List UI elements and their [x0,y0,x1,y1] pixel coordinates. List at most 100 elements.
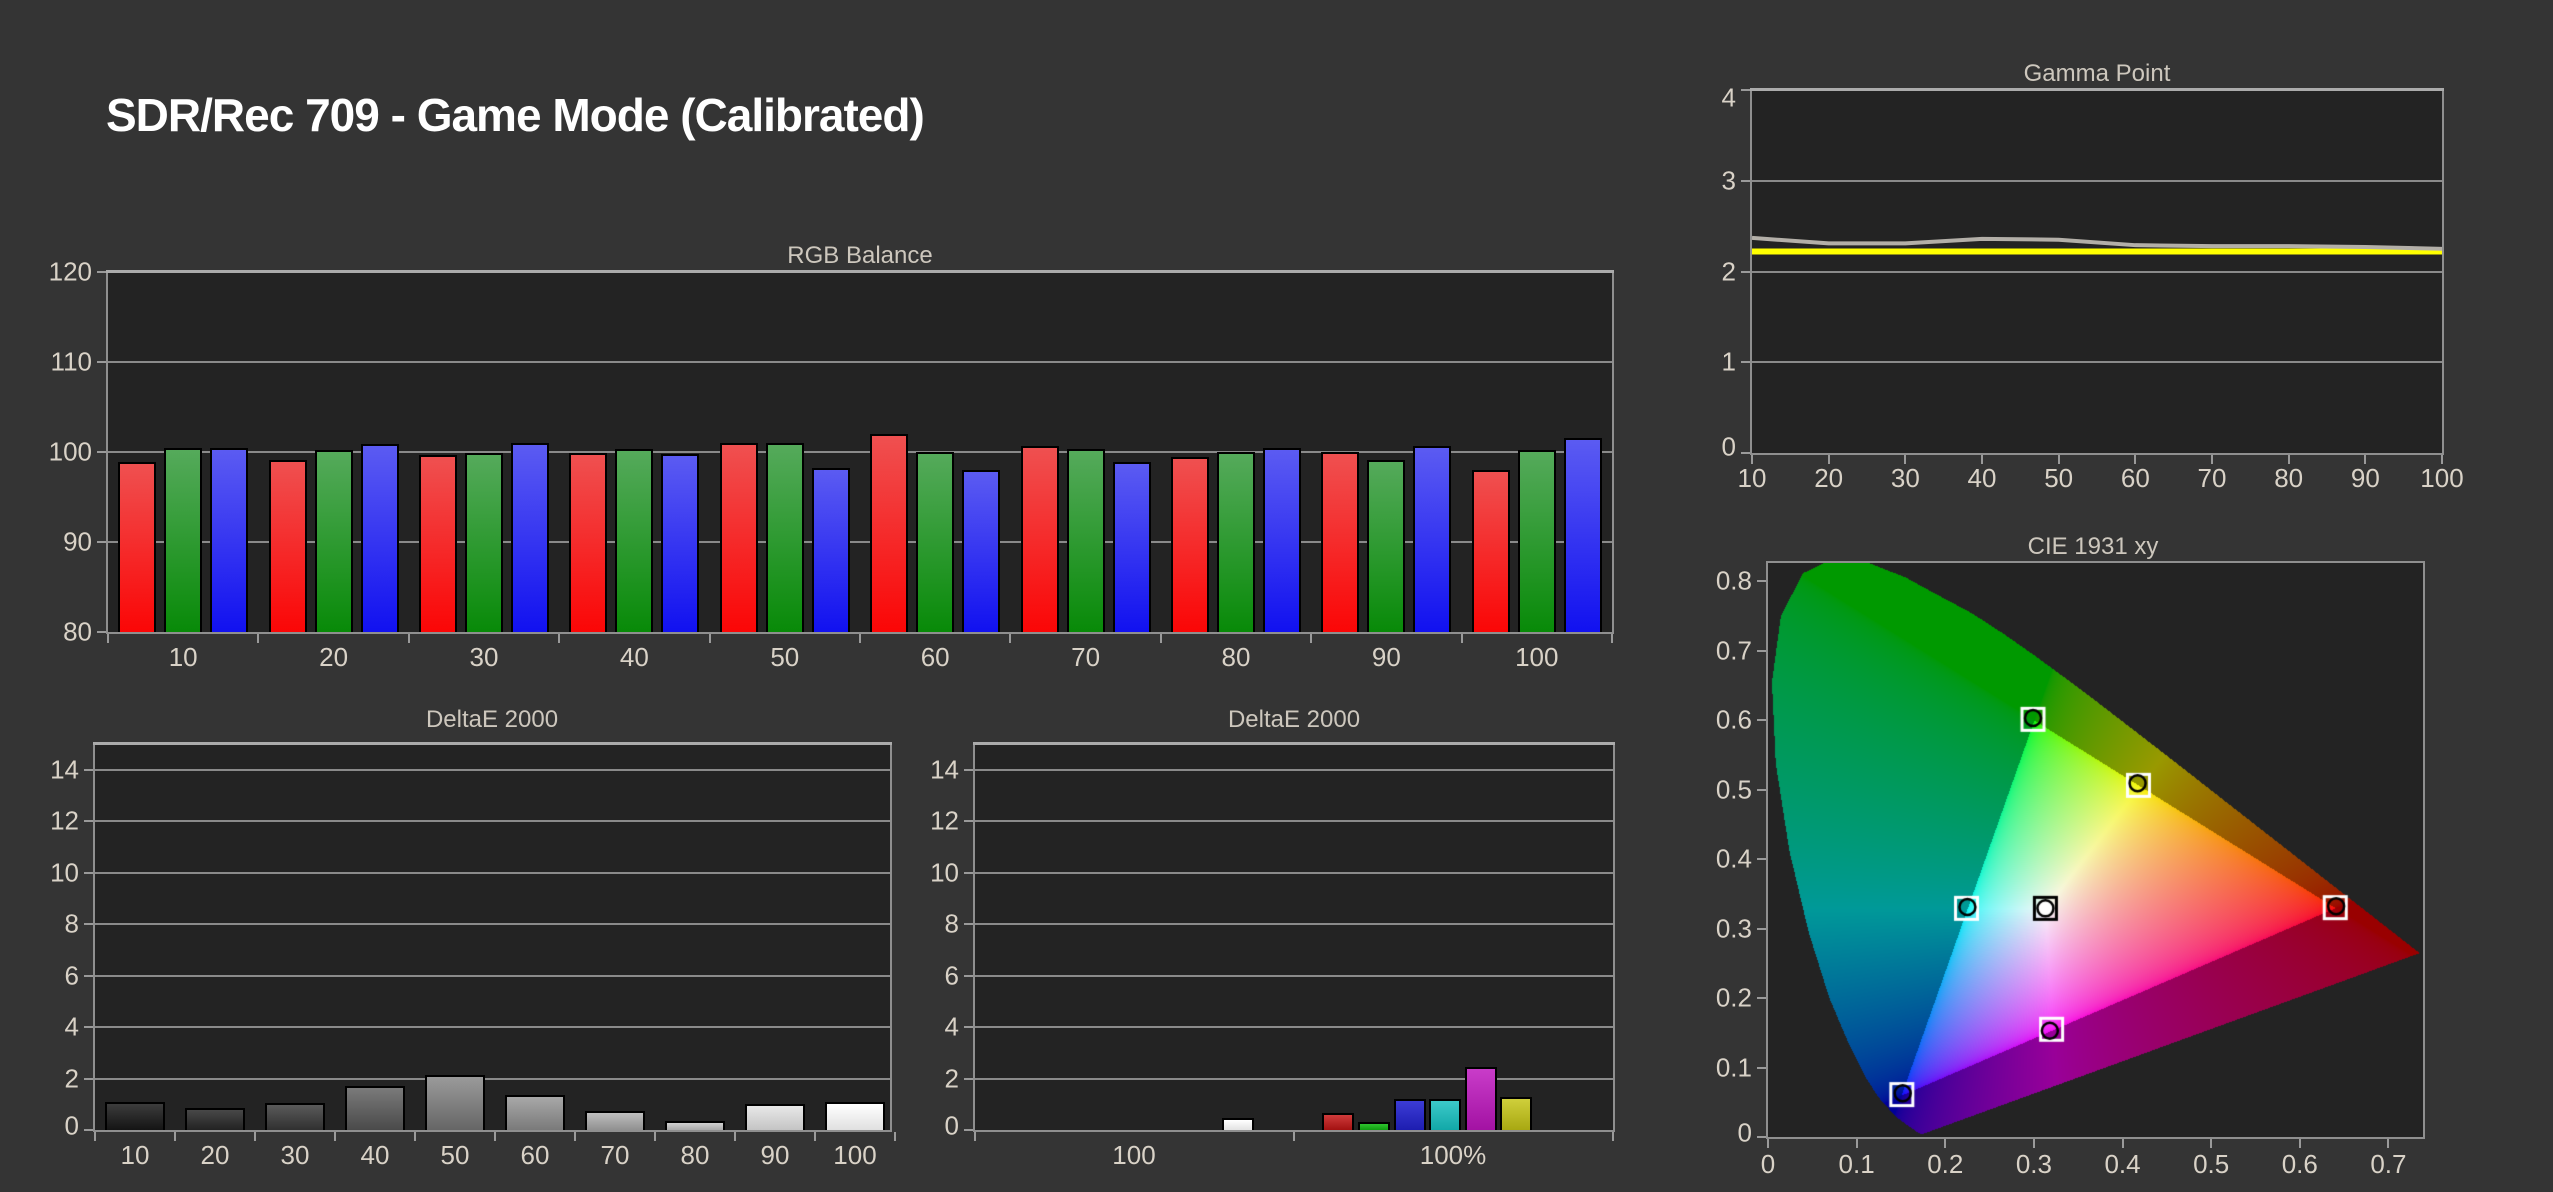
degray-plot-ytick-label-10: 10 [50,857,79,888]
rgb-ytick-label-110: 110 [50,346,92,377]
cie-ytick-0 [1757,1136,1766,1138]
degray-plot-ytick-0 [84,1129,93,1131]
rgb-ytick-label-90: 90 [63,526,92,557]
deltae-gray-xtick-7 [654,1132,656,1141]
rgb-ytick-80 [97,631,106,633]
gamma-xtick-label-50: 50 [2044,463,2074,493]
rgb-bar-blue-60 [962,470,1001,632]
degray-plot-gridline-4 [95,1026,890,1029]
rgb-ytick-110 [97,361,106,363]
rgb-bar-red-70 [1020,445,1059,632]
gamma-ytick-label-1: 1 [1721,346,1736,377]
cie-xtick-0.7 [2387,1139,2390,1148]
rgb-bar-red-30 [419,454,457,632]
decolor-plot-ytick-6 [964,974,973,977]
rgb-balance-plot: 120 110 100 90 80 10 20 30 40 50 60 70 80 90 100 [49,257,1614,672]
deltae-gray-xtick-5 [494,1132,496,1141]
deltae-gray-bar-60 [505,1095,565,1130]
degray-plot-ytick-label-2: 2 [64,1063,79,1094]
cie-ytick-0.7 [1757,649,1766,652]
deltae-color-bar-yellow [1500,1096,1532,1130]
deltae-gray-bar-10 [105,1101,165,1130]
gamma-xtick-80 [2287,455,2290,464]
deltae-gray-bar-40 [345,1086,405,1130]
gamma-xtick-30 [1904,455,1907,464]
gamma-xtick-label-30: 30 [1890,463,1920,493]
degray-plot-gridline-2 [95,1077,890,1080]
deltae-color-xtick-1 [1293,1132,1295,1141]
rgb-bar-green-80 [1217,452,1255,632]
rgb-xtick-label-30: 30 [469,642,499,672]
rgb-bar-red-100 [1471,470,1510,632]
decolor-plot-ytick-label-10: 10 [930,857,959,888]
cie-ytick-label-0.8: 0.8 [1715,565,1752,596]
degray-plot-ytick-label-12: 12 [50,805,79,836]
deltae-gray-bar-80 [665,1121,725,1130]
deltae-gray-xtick-2 [254,1132,256,1141]
gamma-xtick-100 [2441,455,2443,464]
cie-xtick-label-0.2: 0.2 [1927,1149,1964,1179]
deltae-gray-xtick-9 [814,1132,816,1141]
gamma-lines [1751,235,2443,255]
cie-xtick-label-0.1: 0.1 [1838,1149,1875,1179]
gamma-xtick-10 [1751,455,1753,464]
deltae-grayscale-plot: 14 12 10 8 6 4 2 0 10 20 30 40 50 60 70 80 90 100 [50,742,896,1170]
rgb-bar-green-60 [916,452,955,632]
deltae-colors-top-border [973,742,1615,745]
rgb-xtick-label-20: 20 [319,642,349,672]
rgb-bar-blue-50 [811,468,850,632]
decolor-plot-gridline-8 [975,923,1613,926]
deltae-gray-bar-70 [585,1110,645,1130]
deltae-gray-bar-90 [745,1104,805,1130]
deltae-color-group-label-0: 100 [1112,1140,1156,1170]
deltae-gray-xtick-label-60: 60 [520,1140,550,1170]
rgb-gridline-100 [108,451,1612,453]
rgb-xtick-label-70: 70 [1071,642,1101,672]
deltae-gray-xtick-6 [574,1132,576,1141]
decolor-plot-ytick-label-14: 14 [930,754,959,785]
rgb-bar-green-30 [465,452,503,632]
deltae-gray-xtick-label-20: 20 [200,1140,230,1170]
rgb-balance-top-border [106,270,1614,273]
rgb-ytick-label-120: 120 [48,256,92,287]
gamma-xtick-label-90: 90 [2350,463,2380,493]
deltae-color-bar-blue [1394,1099,1426,1130]
degray-plot-ytick-label-8: 8 [64,908,79,939]
decolor-plot-ytick-label-6: 6 [944,960,959,991]
gamma-point-top-border [1750,88,2444,91]
measured-gamma-line [1751,235,2443,251]
rgb-bar-green-100 [1517,450,1556,632]
cie-ytick-0.2 [1757,997,1766,1000]
decolor-plot-ytick-label-12: 12 [930,805,959,836]
deltae-colors-plot: 14 12 10 8 6 4 2 0 100 100% [930,742,1615,1170]
deltae-gray-xtick-4 [414,1132,416,1141]
cie-ytick-label-0.6: 0.6 [1715,704,1752,735]
cie-ytick-label-0.7: 0.7 [1715,635,1752,666]
deltae-gray-xtick-label-90: 90 [760,1140,790,1170]
deltae-colors-title: DeltaE 2000 [1227,706,1361,733]
gamma-ytick-2 [1741,270,1750,273]
gamma-xtick-label-20: 20 [1814,463,1844,493]
decolor-plot-ytick-8 [964,923,973,926]
cie-ytick-0.6 [1757,719,1766,722]
cie-ytick-0.1 [1757,1066,1766,1069]
cie-ytick-label-0.4: 0.4 [1715,843,1752,874]
rgb-xtick-label-50: 50 [770,642,800,672]
rgb-ytick-120 [97,271,106,273]
decolor-plot-ytick-12 [964,820,973,823]
rgb-bar-blue-70 [1112,461,1151,632]
cie-xtick-label-0: 0 [1760,1149,1776,1179]
degray-plot-gridline-10 [95,871,890,874]
cie-xtick-0.2 [1944,1139,1947,1148]
rgb-xtick-2 [407,634,410,643]
deltae-gray-xtick-label-80: 80 [680,1140,710,1170]
rgb-bar-blue-10 [210,447,249,632]
rgb-bar-blue-20 [360,443,399,632]
gamma-ytick-1 [1741,361,1750,364]
cie-1931-plot: 0 0.1 0.2 0.3 0.4 0.5 0.6 0.7 0 0.1 0.2 0.3 0.4 0.5 0.… [1716,561,2425,1179]
deltae-gray-xtick-8 [734,1132,736,1141]
degray-plot-ytick-12 [84,820,93,823]
decolor-plot-gridline-2 [975,1077,1613,1080]
deltae-color-xtick-0 [974,1132,976,1141]
cie-ytick-label-0.3: 0.3 [1715,913,1752,944]
